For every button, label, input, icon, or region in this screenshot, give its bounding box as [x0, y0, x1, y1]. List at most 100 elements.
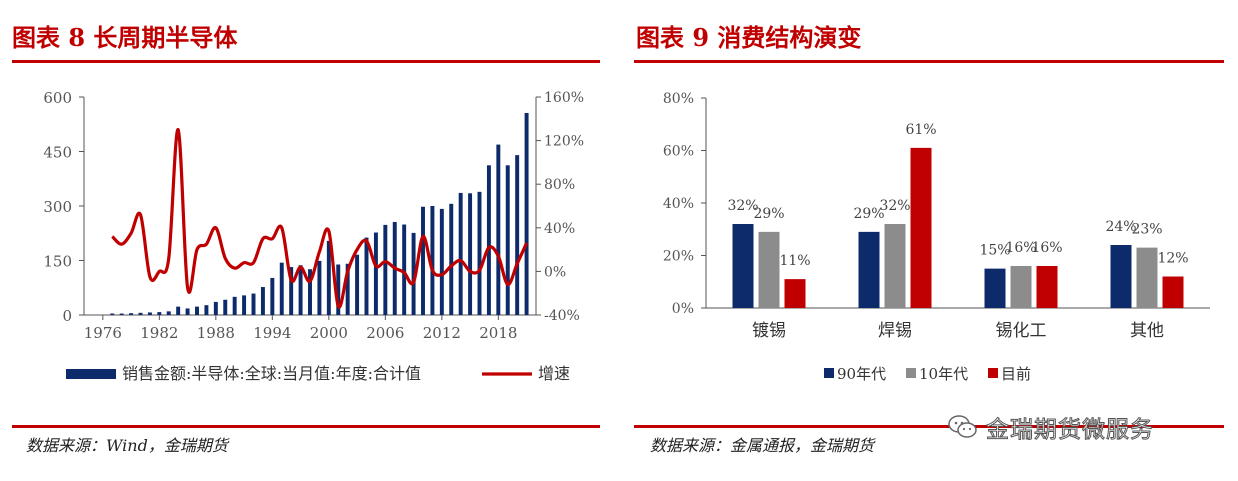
- sales-bar: [308, 269, 312, 315]
- sales-bar: [515, 155, 520, 315]
- bar-3: [784, 279, 806, 308]
- bar-2: [1010, 266, 1032, 308]
- bar-data-label: 61%: [905, 122, 936, 138]
- sales-bar: [185, 308, 190, 315]
- bar-data-label: 32%: [879, 198, 910, 214]
- chart-8-title: 图表 8 长周期半导体: [12, 23, 238, 52]
- y-right-tick-label: 0%: [544, 264, 566, 280]
- x-tick-label: 2000: [310, 324, 348, 342]
- bar-data-label: 16%: [1031, 240, 1062, 256]
- semiconductor-chart: 0 150 300 450 600 -40% 0% 40% 80% 120% 160% 1976 198…: [43, 89, 584, 383]
- sales-bar: [119, 313, 124, 315]
- sales-bar: [496, 144, 501, 315]
- y-left-tick-label: 150: [43, 253, 72, 271]
- y-right-tick-label: -40%: [544, 308, 580, 324]
- wechat-icon: [948, 415, 977, 438]
- sales-bar: [147, 312, 152, 315]
- bar-3: [910, 147, 932, 308]
- source-divider: [634, 425, 1224, 428]
- sales-bar: [242, 295, 247, 315]
- sales-bar: [468, 193, 473, 315]
- watermark: 金瑞期货微服务: [948, 410, 1154, 444]
- legend-label-3: 目前: [1001, 365, 1031, 383]
- bar-data-label: 29%: [753, 206, 784, 222]
- legend-swatch-2: [906, 368, 916, 378]
- sales-bar: [223, 299, 228, 315]
- sales-bar: [364, 237, 369, 315]
- sales-bar: [345, 263, 350, 315]
- sales-bar: [195, 306, 199, 315]
- x-tick-label: 2018: [479, 324, 517, 342]
- sales-bar: [270, 277, 275, 315]
- sales-bar: [486, 165, 491, 315]
- legend-label-2: 10年代: [919, 365, 968, 383]
- sales-bar: [157, 312, 162, 315]
- sales-bar: [260, 287, 265, 315]
- legend-swatch-sales: [66, 369, 116, 379]
- bar-data-label: 23%: [1131, 222, 1162, 238]
- title-divider: [634, 60, 1224, 63]
- sales-bar: [524, 112, 529, 315]
- bar-data-label: 15%: [979, 243, 1010, 259]
- sales-bar: [505, 165, 510, 315]
- chart-8-source: 数据来源：Wind，金瑞期货: [26, 436, 228, 455]
- bar-data-label: 29%: [853, 206, 884, 222]
- legend-label-growth: 增速: [538, 364, 570, 383]
- sales-bar: [176, 306, 181, 315]
- sales-bar: [317, 260, 322, 315]
- y-left-tick-label: 600: [43, 89, 72, 107]
- sales-bar: [421, 206, 425, 315]
- y-left-tick-label: 0: [62, 307, 72, 325]
- sales-bar: [477, 191, 482, 315]
- x-tick-label: 1982: [140, 324, 178, 342]
- legend-label-sales: 销售金额:半导体:全球:当月值:年度:合计值: [122, 364, 421, 383]
- y-tick-label: 0%: [672, 301, 694, 317]
- watermark-text: 金瑞期货微服务: [986, 417, 1154, 444]
- y-left-tick-label: 450: [43, 144, 72, 162]
- growth-line: [111, 128, 529, 309]
- bar-data-label: 32%: [727, 198, 758, 214]
- x-category-label: 镀锡: [752, 321, 786, 341]
- bar-1: [984, 268, 1006, 308]
- sales-bar: [411, 232, 416, 315]
- sales-bar: [298, 265, 303, 315]
- x-category-label: 其他: [1130, 321, 1164, 341]
- sales-bar: [458, 192, 463, 315]
- x-tick-label: 2012: [423, 324, 461, 342]
- tin-consumption-chart: 0%20%40%60%80%32%29%11%镀锡29%32%61%焊锡15%1…: [663, 91, 1210, 383]
- sales-bar: [213, 301, 218, 315]
- bar-data-label: 24%: [1105, 219, 1136, 235]
- legend-swatch-3: [988, 368, 998, 378]
- sales-bar: [166, 311, 171, 315]
- sales-bar: [251, 293, 256, 315]
- right-panel: 图表 9 消费结构演变 0% 20% 40% 60% 80% 32% 29% 11% 镀锡 29%…: [620, 0, 1238, 481]
- x-tick-label: 1976: [84, 324, 122, 342]
- y-right-tick-label: 40%: [544, 221, 575, 237]
- bar-1: [858, 231, 880, 308]
- sales-bar: [232, 296, 237, 315]
- sales-bar: [279, 262, 284, 315]
- y-right-tick-label: 80%: [544, 177, 575, 193]
- chart-9-source: 数据来源：金属通报，金瑞期货: [650, 436, 875, 455]
- sales-bar: [439, 208, 444, 315]
- bar-data-label: 16%: [1005, 240, 1036, 256]
- y-tick-label: 80%: [663, 91, 694, 107]
- left-panel: 图表 8 长周期半导体 0 150 300 450 600 -40% 0% 40% 80% 120…: [0, 0, 615, 481]
- sales-bar: [383, 224, 388, 315]
- bar-1: [1110, 245, 1132, 308]
- bar-data-label: 12%: [1157, 251, 1188, 267]
- y-left-tick-label: 300: [43, 198, 72, 216]
- sales-bar: [289, 267, 294, 315]
- y-tick-label: 20%: [663, 249, 694, 265]
- source-divider: [12, 425, 600, 428]
- y-tick-label: 40%: [663, 196, 694, 212]
- bar-3: [1036, 266, 1058, 308]
- sales-bar: [129, 313, 134, 315]
- sales-bar: [326, 240, 331, 315]
- y-tick-label: 60%: [663, 144, 694, 160]
- sales-bar: [336, 264, 341, 315]
- sales-bar: [204, 305, 209, 315]
- sales-bar: [373, 232, 378, 315]
- sales-bar: [402, 224, 407, 315]
- bar-2: [884, 224, 906, 308]
